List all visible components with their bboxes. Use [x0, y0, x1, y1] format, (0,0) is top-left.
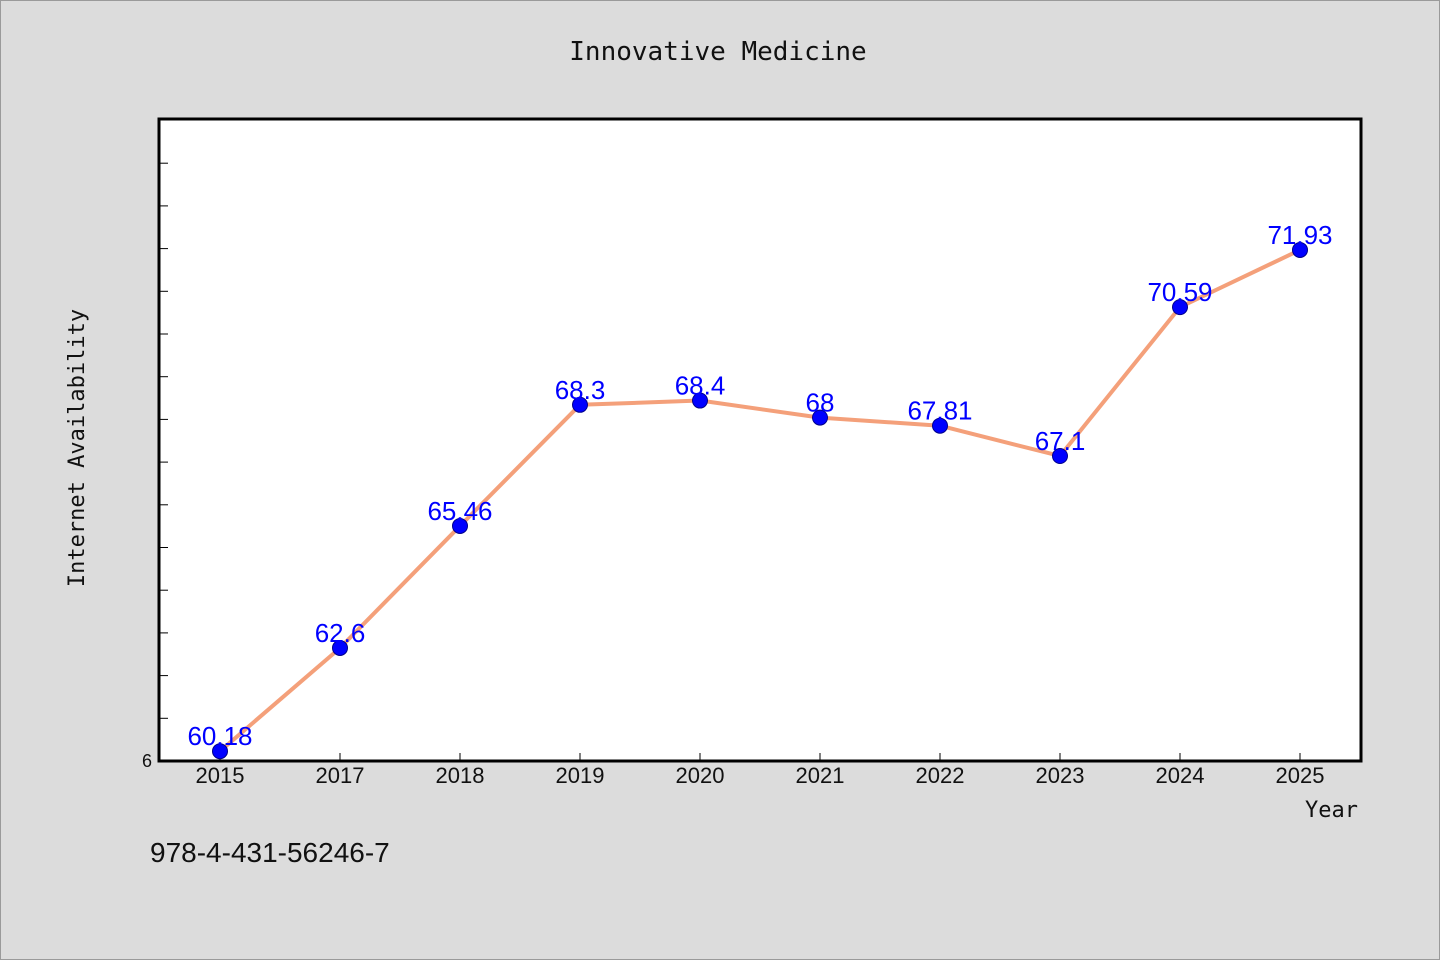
x-tick-label: 2022 [916, 763, 965, 788]
x-tick-label: 2024 [1156, 763, 1205, 788]
x-tick-label: 2018 [436, 763, 485, 788]
chart-title: Innovative Medicine [569, 37, 866, 67]
data-point [1052, 447, 1068, 464]
data-point [332, 639, 348, 656]
data-point [452, 517, 468, 534]
x-tick-label: 2023 [1036, 763, 1085, 788]
data-point [1172, 299, 1188, 316]
x-tick-label: 2025 [1276, 763, 1325, 788]
x-axis-label: Year [1305, 798, 1358, 823]
x-tick-label: 2021 [796, 763, 845, 788]
x-tick-label: 2020 [676, 763, 725, 788]
data-point [1292, 241, 1308, 258]
data-label: 62.6 [315, 618, 366, 648]
x-tick-label: 2015 [196, 763, 245, 788]
data-point [812, 409, 828, 426]
data-point [212, 743, 228, 760]
data-point [932, 417, 948, 434]
data-label: 71.93 [1267, 220, 1332, 250]
footer-isbn: 978-4-431-56246-7 [150, 837, 390, 868]
series-line [218, 248, 1301, 753]
data-label: 68.3 [555, 375, 606, 405]
plot-area [157, 117, 1363, 763]
y-axis-ticks [159, 162, 168, 719]
data-label: 68 [806, 388, 835, 418]
x-axis-ticks: 2015 2017 2018 2019 2020 2021 2022 2023 2024 2025 [196, 753, 1325, 788]
x-tick-label: 2017 [316, 763, 365, 788]
data-point [572, 396, 588, 413]
data-label: 68.4 [675, 371, 726, 401]
y-axis-label: Internet Availability [65, 309, 90, 587]
data-point [692, 392, 708, 409]
data-label: 65.46 [427, 496, 492, 526]
data-label: 67.81 [907, 396, 972, 426]
y-tick-label: 6 [142, 751, 152, 771]
series-group: 60.18 62.6 65.46 68.3 68.4 68 67.81 67.1 70.59 71… [187, 220, 1333, 760]
data-label: 60.18 [187, 721, 252, 751]
x-tick-label: 2019 [556, 763, 605, 788]
data-label: 70.59 [1147, 277, 1212, 307]
data-label: 67.1 [1035, 426, 1086, 456]
